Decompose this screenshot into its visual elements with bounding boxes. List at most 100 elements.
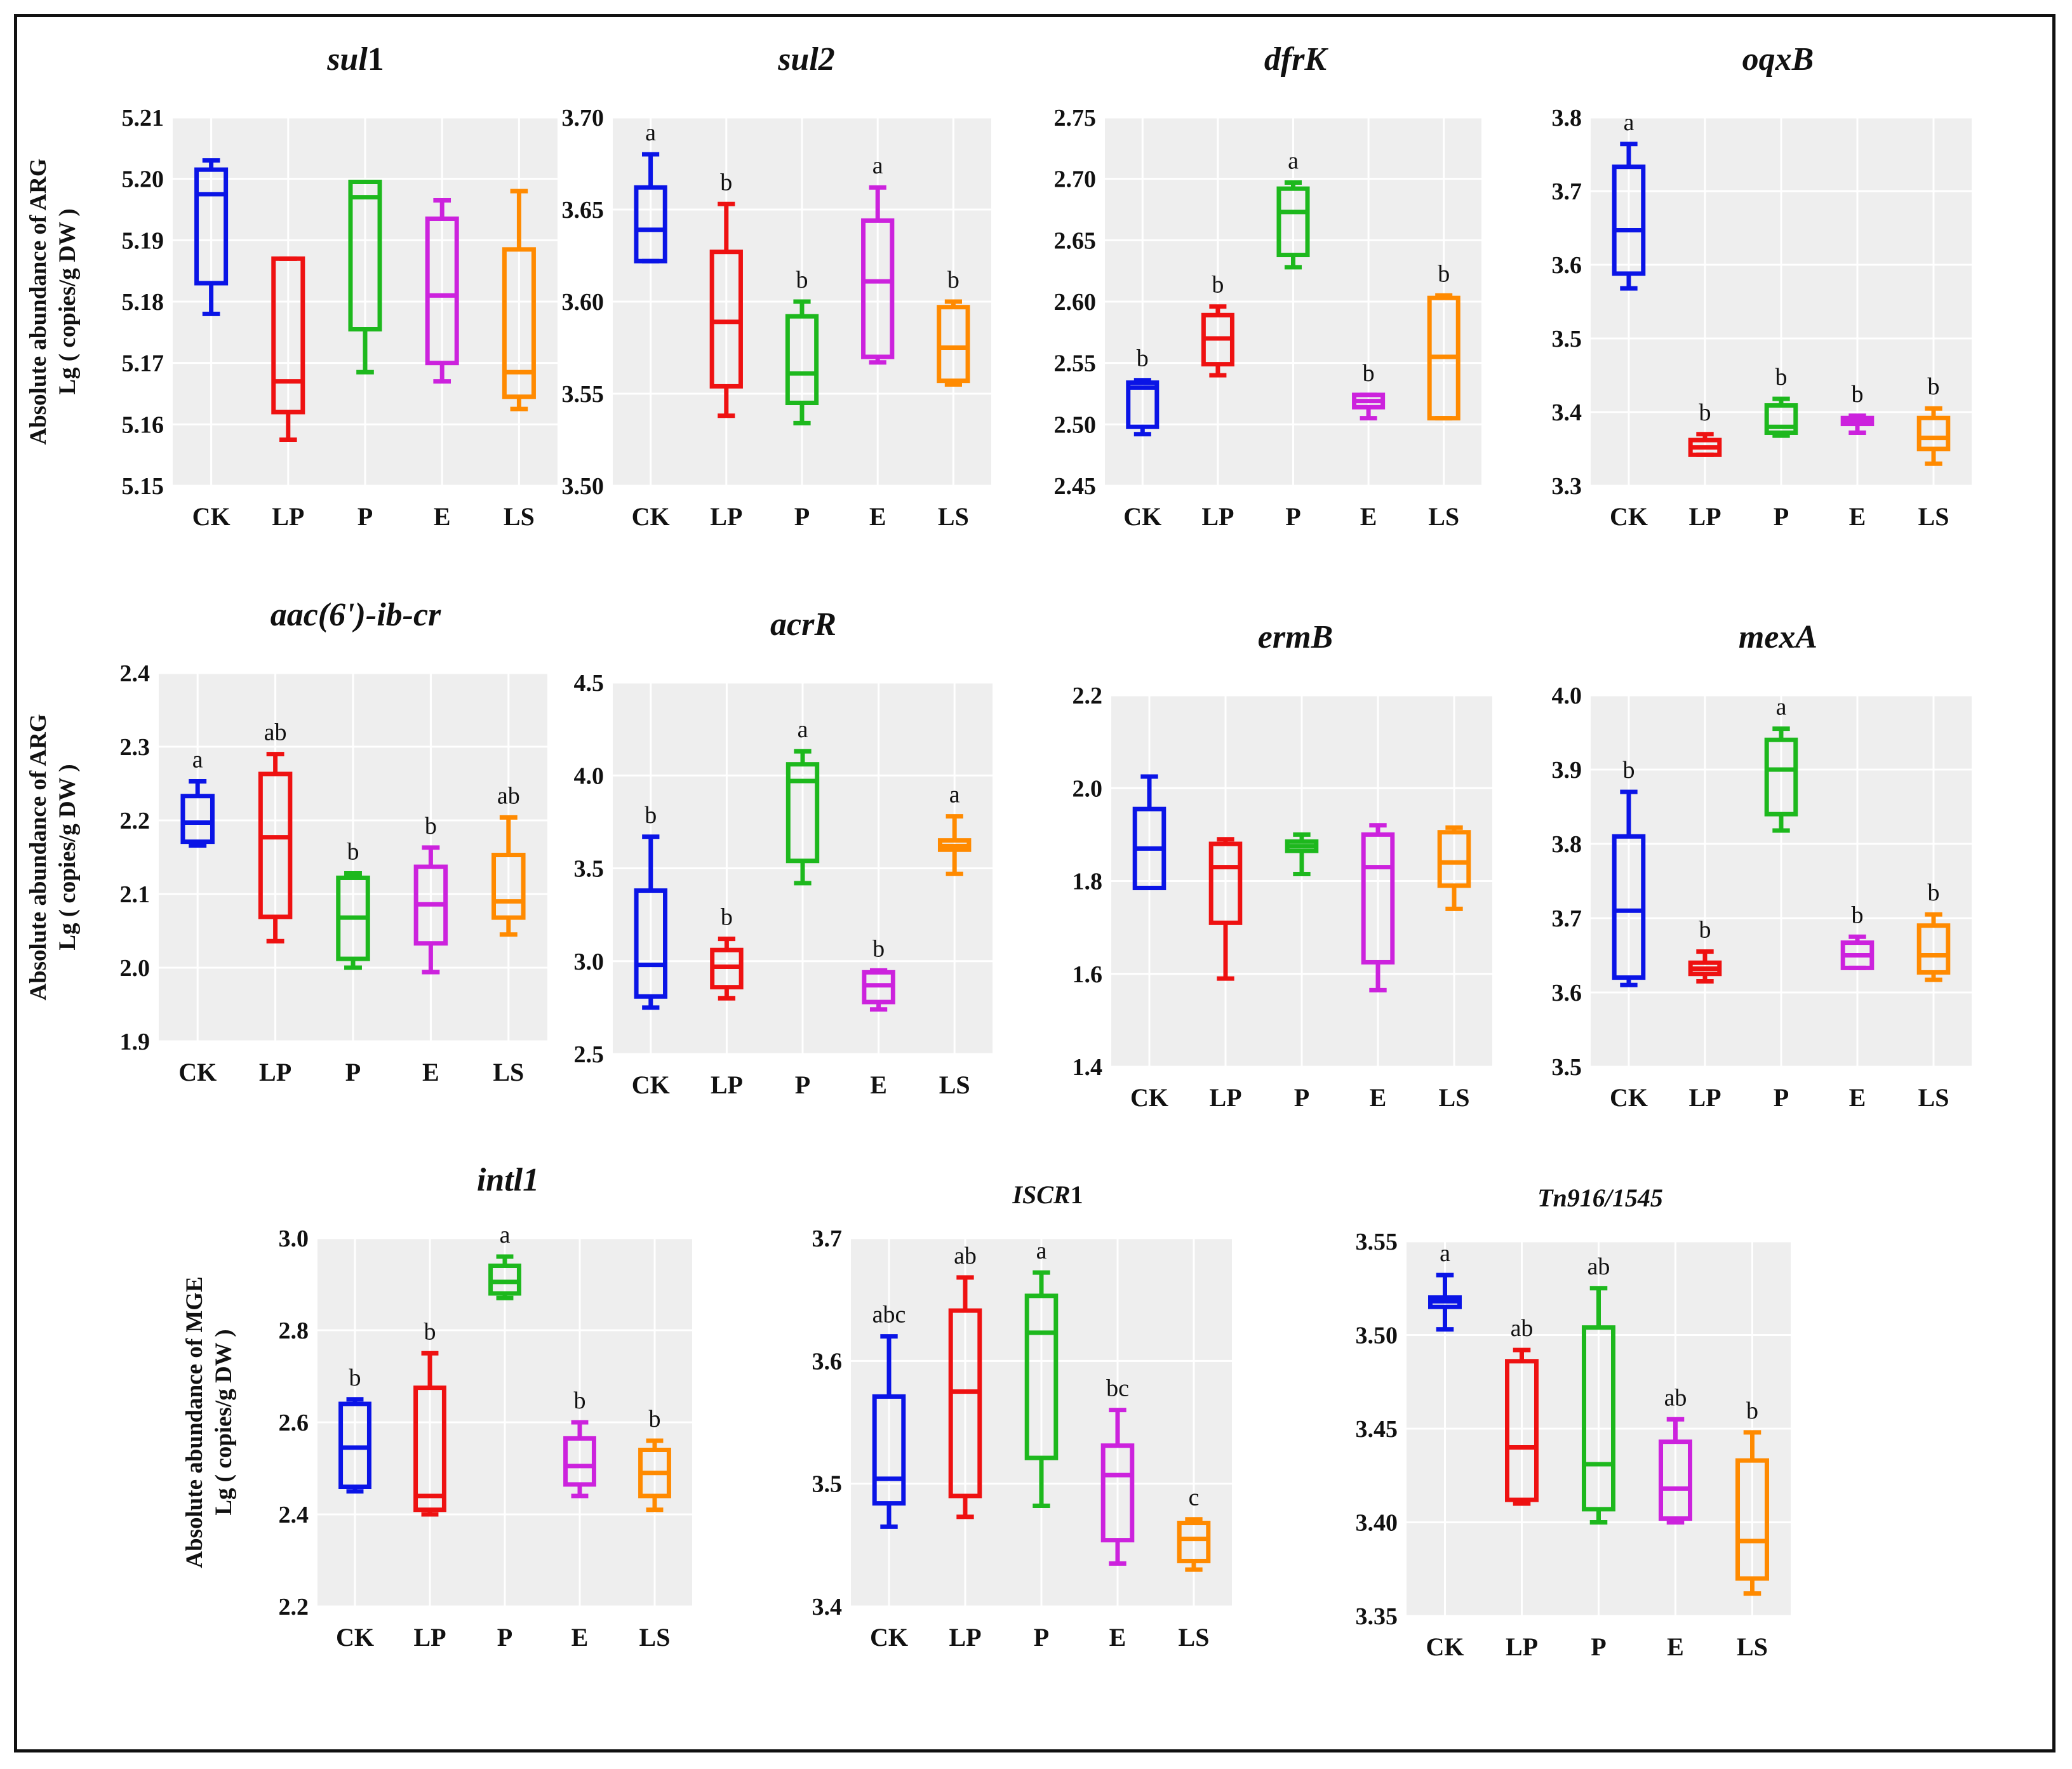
x-tick-label: E [1849, 1083, 1866, 1112]
x-tick-label: LS [639, 1623, 671, 1652]
box-lp: b [1688, 399, 1722, 457]
y-tick-label: 2.50 [1054, 411, 1097, 438]
significance-label: b [721, 904, 733, 931]
x-tick-label: P [358, 502, 373, 531]
chart-panel: 1.4 1.6 1.8 2.0 2.2 CK LP P E LS ermB [1073, 619, 1492, 1112]
iqr-box [563, 1436, 596, 1487]
box-ls: b [1916, 879, 1951, 982]
chart-panel: 5.15 5.16 5.17 5.18 5.19 5.20 5.21 CK LP P E LS sul1 [122, 41, 558, 531]
box-ck: a [180, 747, 215, 848]
x-tick-label: LS [1439, 1083, 1470, 1112]
significance-label: b [720, 169, 732, 196]
iqr-box [1505, 1359, 1539, 1502]
significance-label: a [798, 716, 808, 743]
iqr-box [1582, 1325, 1615, 1512]
box-p: a [1276, 147, 1310, 270]
significance-label: b [1746, 1398, 1758, 1424]
x-tick-label: CK [336, 1623, 374, 1652]
y-tick-label: 2.8 [279, 1318, 309, 1344]
x-tick-label: LS [1918, 502, 1949, 531]
x-tick-label: E [869, 502, 886, 531]
y-axis-label: Absolute abundance of ARG [25, 158, 51, 444]
significance-label: bc [1106, 1375, 1129, 1402]
box-e: ab [1659, 1384, 1692, 1525]
box-e: b [1840, 381, 1875, 435]
significance-label: b [1623, 757, 1635, 784]
significance-label: c [1189, 1485, 1200, 1511]
box-lp: ab [948, 1243, 982, 1519]
y-tick-label: 3.4 [812, 1594, 843, 1620]
y-tick-label: 3.5 [812, 1471, 843, 1498]
box-lp: b [710, 904, 744, 1001]
iqr-box [1612, 164, 1646, 276]
box-ls: b [937, 267, 970, 387]
x-tick-label: LP [1209, 1083, 1241, 1112]
y-axis-label: Lg ( copies/g DW ) [55, 764, 81, 950]
significance-label: b [1363, 360, 1375, 387]
y-tick-label: 3.6 [1552, 980, 1582, 1006]
significance-label: b [425, 813, 437, 839]
box-ls: a [937, 782, 972, 876]
x-tick-label: E [422, 1058, 439, 1086]
significance-label: a [1440, 1240, 1450, 1267]
y-tick-label: 3.5 [1552, 326, 1582, 352]
y-tick-label: 3.5 [574, 856, 605, 883]
chart-panel: 3.50 3.55 3.60 3.65 3.70 a CK b LP b Pa Eb LS sul2 [562, 41, 991, 531]
significance-label: ab [1587, 1253, 1610, 1280]
y-tick-label: 1.8 [1073, 869, 1103, 895]
significance-label: a [1288, 147, 1299, 174]
x-tick-label: P [794, 502, 810, 531]
iqr-box [634, 888, 668, 999]
chart-panel: 3.5 3.6 3.7 3.8 3.9 4.0 b CK b LP a Pb Eb LS mexA [1552, 619, 1972, 1112]
iqr-box [1100, 1443, 1135, 1543]
x-tick-label: P [1774, 502, 1789, 531]
y-tick-label: 3.5 [1552, 1054, 1582, 1081]
y-tick-label: 5.16 [122, 411, 164, 438]
x-tick-label: LS [1179, 1623, 1210, 1652]
box-p: b [785, 267, 819, 425]
y-tick-label: 2.6 [279, 1410, 309, 1436]
significance-label: ab [264, 719, 287, 746]
y-tick-label: 3.40 [1356, 1510, 1398, 1537]
x-tick-label: LP [272, 502, 304, 531]
y-axis-label: Absolute abundance of MGE [182, 1276, 208, 1568]
y-tick-label: 3.50 [1356, 1323, 1398, 1349]
significance-label: b [424, 1318, 436, 1345]
x-tick-label: LP [1201, 502, 1234, 531]
significance-label: ab [497, 782, 520, 809]
x-tick-label: E [870, 1071, 887, 1099]
iqr-box [1177, 1521, 1211, 1563]
x-tick-label: E [1849, 502, 1866, 531]
y-tick-label: 5.15 [122, 473, 164, 500]
box-lp: b [413, 1318, 446, 1517]
y-tick-label: 2.3 [120, 734, 150, 761]
iqr-box [348, 180, 382, 331]
y-tick-label: 2.0 [120, 955, 150, 982]
iqr-box [488, 1264, 521, 1296]
y-tick-label: 1.6 [1073, 961, 1103, 988]
iqr-box [1916, 415, 1951, 451]
panel-title: Tn916/1545 [1537, 1184, 1663, 1212]
y-tick-label: 3.9 [1552, 757, 1582, 784]
x-tick-label: LP [1688, 502, 1721, 531]
box-ck: b [1612, 757, 1646, 987]
x-tick-label: CK [632, 1071, 670, 1099]
y-tick-label: 3.65 [562, 197, 605, 224]
iqr-box [1764, 737, 1798, 817]
x-tick-label: CK [1123, 502, 1161, 531]
x-tick-label: LS [504, 502, 535, 531]
y-tick-label: 5.21 [122, 105, 164, 131]
panel-title: aac(6')-ib-cr [271, 597, 441, 633]
x-tick-label: LP [1688, 1083, 1721, 1112]
box-e: bc [1100, 1375, 1135, 1566]
y-tick-label: 5.18 [122, 289, 164, 316]
panel-title: mexA [1739, 619, 1817, 655]
significance-label: a [1624, 109, 1634, 136]
iqr-box [1612, 834, 1646, 980]
x-tick-label: CK [192, 502, 231, 531]
box-ck: a [634, 119, 667, 264]
iqr-box [1276, 186, 1310, 258]
x-tick-label: LP [949, 1623, 981, 1652]
significance-label: ab [1664, 1384, 1687, 1411]
significance-label: b [796, 267, 808, 293]
